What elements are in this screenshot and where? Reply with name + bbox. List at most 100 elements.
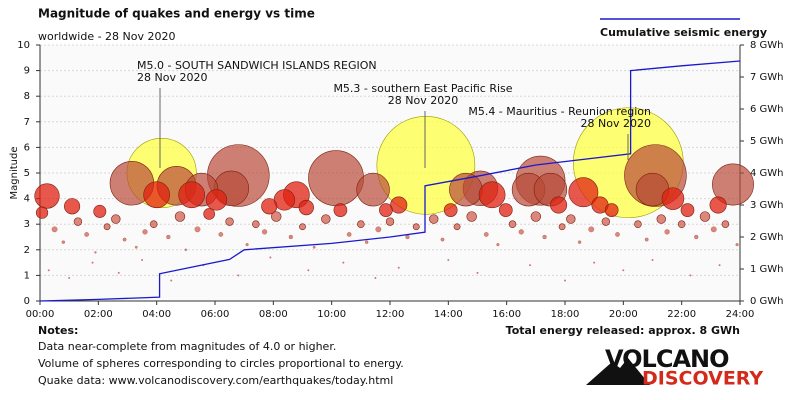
total-energy: Total energy released: approx. 8 GWh xyxy=(506,324,740,337)
y2-tick-label: 1 GWh xyxy=(750,264,784,275)
y-tick-label: 0 xyxy=(24,296,30,307)
x-tick-label: 00:00 xyxy=(26,309,55,320)
quake xyxy=(307,269,310,272)
annotation: M5.3 - southern East Pacific Rise xyxy=(333,82,512,95)
annotation: 28 Nov 2020 xyxy=(388,94,458,107)
logo-top: VOLCANO xyxy=(605,345,729,373)
quake xyxy=(518,229,524,235)
annotation: M5.4 - Mauritius - Reunion region xyxy=(468,105,651,118)
annotation: M5.0 - SOUTH SANDWICH ISLANDS REGION xyxy=(137,59,377,72)
y2-tick-label: 5 GWh xyxy=(750,136,784,147)
quake xyxy=(103,223,111,231)
quake xyxy=(218,232,224,237)
quake xyxy=(94,251,97,254)
x-tick-label: 18:00 xyxy=(551,309,580,320)
quake xyxy=(710,226,717,233)
chart-title: Magnitude of quakes and energy vs time xyxy=(38,7,315,21)
quake xyxy=(203,208,215,220)
quake xyxy=(550,196,568,214)
quake xyxy=(412,223,420,231)
x-tick-label: 14:00 xyxy=(434,309,463,320)
quake xyxy=(141,259,143,261)
quake xyxy=(61,240,65,244)
y2-tick-label: 2 GWh xyxy=(750,232,784,243)
quake xyxy=(735,243,739,247)
x-tick-label: 02:00 xyxy=(84,309,113,320)
quake xyxy=(385,217,395,226)
quake xyxy=(205,189,228,211)
quake xyxy=(622,269,625,272)
quake xyxy=(261,198,278,215)
y2-tick-label: 4 GWh xyxy=(750,168,784,179)
quake xyxy=(245,243,249,247)
y-tick-label: 1 xyxy=(24,270,30,281)
quake xyxy=(677,220,686,228)
quake xyxy=(564,279,566,282)
quake xyxy=(568,177,599,208)
x-tick-label: 10:00 xyxy=(317,309,346,320)
quake xyxy=(225,217,234,226)
quake xyxy=(542,234,547,240)
quake xyxy=(601,217,611,226)
quake xyxy=(405,234,410,240)
quake xyxy=(93,204,107,218)
quake xyxy=(453,223,461,231)
quake xyxy=(712,163,754,206)
quake xyxy=(443,203,458,217)
quake xyxy=(496,243,500,247)
quake xyxy=(604,203,619,217)
quake xyxy=(664,229,670,235)
quake xyxy=(184,248,188,251)
y-tick-label: 3 xyxy=(24,219,30,230)
quake xyxy=(498,203,513,217)
quake xyxy=(694,234,699,240)
quake xyxy=(356,172,390,207)
quake xyxy=(429,214,439,224)
quake xyxy=(288,234,293,240)
quake xyxy=(174,211,186,222)
quake xyxy=(709,196,727,214)
y-tick-label: 6 xyxy=(24,142,30,153)
quake xyxy=(721,220,730,228)
x-tick-label: 08:00 xyxy=(259,309,288,320)
quake xyxy=(262,229,268,235)
quake xyxy=(466,211,477,222)
quake xyxy=(593,261,596,264)
quake xyxy=(346,232,352,237)
quake xyxy=(308,150,364,206)
quake xyxy=(530,211,542,222)
x-tick-label: 06:00 xyxy=(201,309,230,320)
quake xyxy=(271,211,282,222)
y-tick-label: 9 xyxy=(24,66,30,77)
logo-bottom: DISCOVERY xyxy=(642,368,763,390)
quake xyxy=(375,226,382,233)
y2-tick-label: 0 GWh xyxy=(750,296,784,307)
quake xyxy=(68,277,71,279)
quake xyxy=(122,237,127,242)
annotation: 28 Nov 2020 xyxy=(137,71,207,84)
quake xyxy=(64,198,81,215)
quake xyxy=(252,220,260,228)
quake xyxy=(333,203,348,217)
quake xyxy=(476,271,479,274)
quake xyxy=(178,181,206,209)
quake xyxy=(357,220,365,228)
x-tick-label: 16:00 xyxy=(492,309,521,320)
y2-tick-label: 7 GWh xyxy=(750,72,784,83)
quake xyxy=(615,232,620,237)
quake xyxy=(577,240,582,244)
quake xyxy=(170,279,173,282)
y-tick-label: 5 xyxy=(24,168,30,179)
quake xyxy=(508,220,517,228)
x-tick-label: 20:00 xyxy=(609,309,638,320)
quake xyxy=(566,214,576,224)
quake xyxy=(298,199,314,216)
quake xyxy=(117,271,120,274)
x-tick-label: 22:00 xyxy=(667,309,696,320)
quake xyxy=(194,226,201,233)
quake xyxy=(680,203,695,217)
quake xyxy=(656,214,666,224)
quake xyxy=(47,269,50,272)
quake xyxy=(718,264,721,267)
